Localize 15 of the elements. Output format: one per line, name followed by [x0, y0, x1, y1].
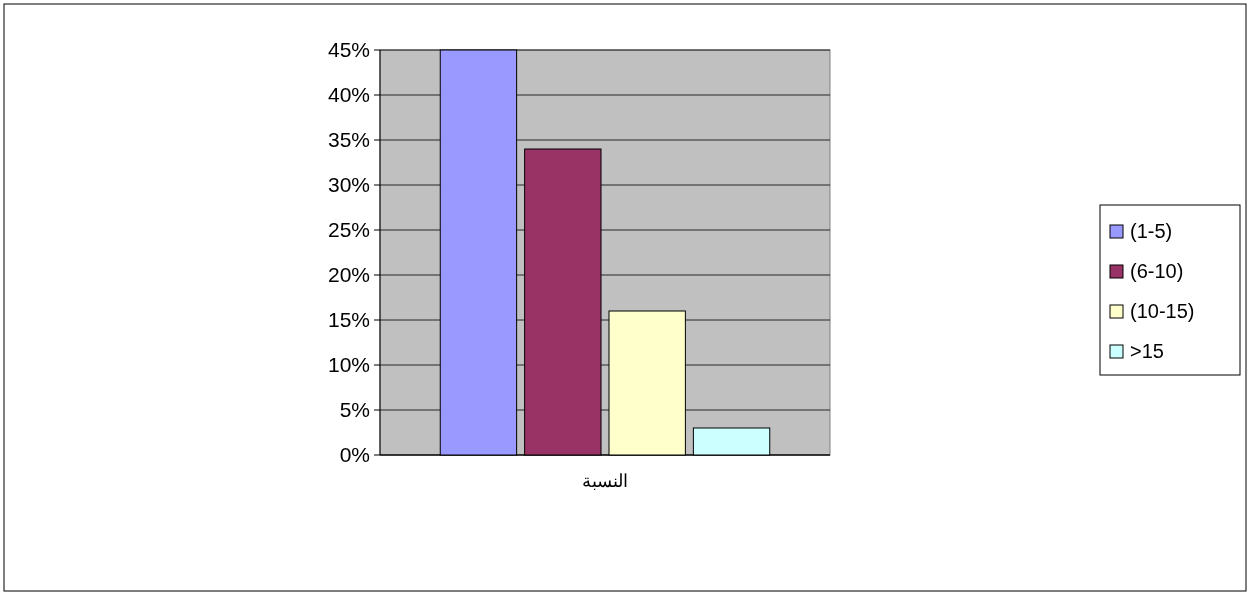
x-tick-label: النسبة	[582, 471, 628, 491]
legend-label: (1-5)	[1130, 220, 1173, 242]
y-tick-label: 45%	[327, 38, 370, 61]
y-tick-label: 30%	[327, 173, 370, 196]
y-tick-label: 0%	[339, 443, 370, 466]
y-tick-label: 35%	[327, 128, 370, 151]
y-tick-label: 40%	[327, 83, 370, 106]
y-tick-label: 20%	[327, 263, 370, 286]
y-tick-label: 15%	[327, 308, 370, 331]
legend-label: (10-15)	[1130, 300, 1195, 322]
legend-label: >15	[1130, 340, 1164, 362]
y-tick-label: 5%	[339, 398, 370, 421]
y-tick-label: 25%	[327, 218, 370, 241]
y-tick-label: 10%	[327, 353, 370, 376]
legend-label: (6-10)	[1130, 260, 1184, 282]
